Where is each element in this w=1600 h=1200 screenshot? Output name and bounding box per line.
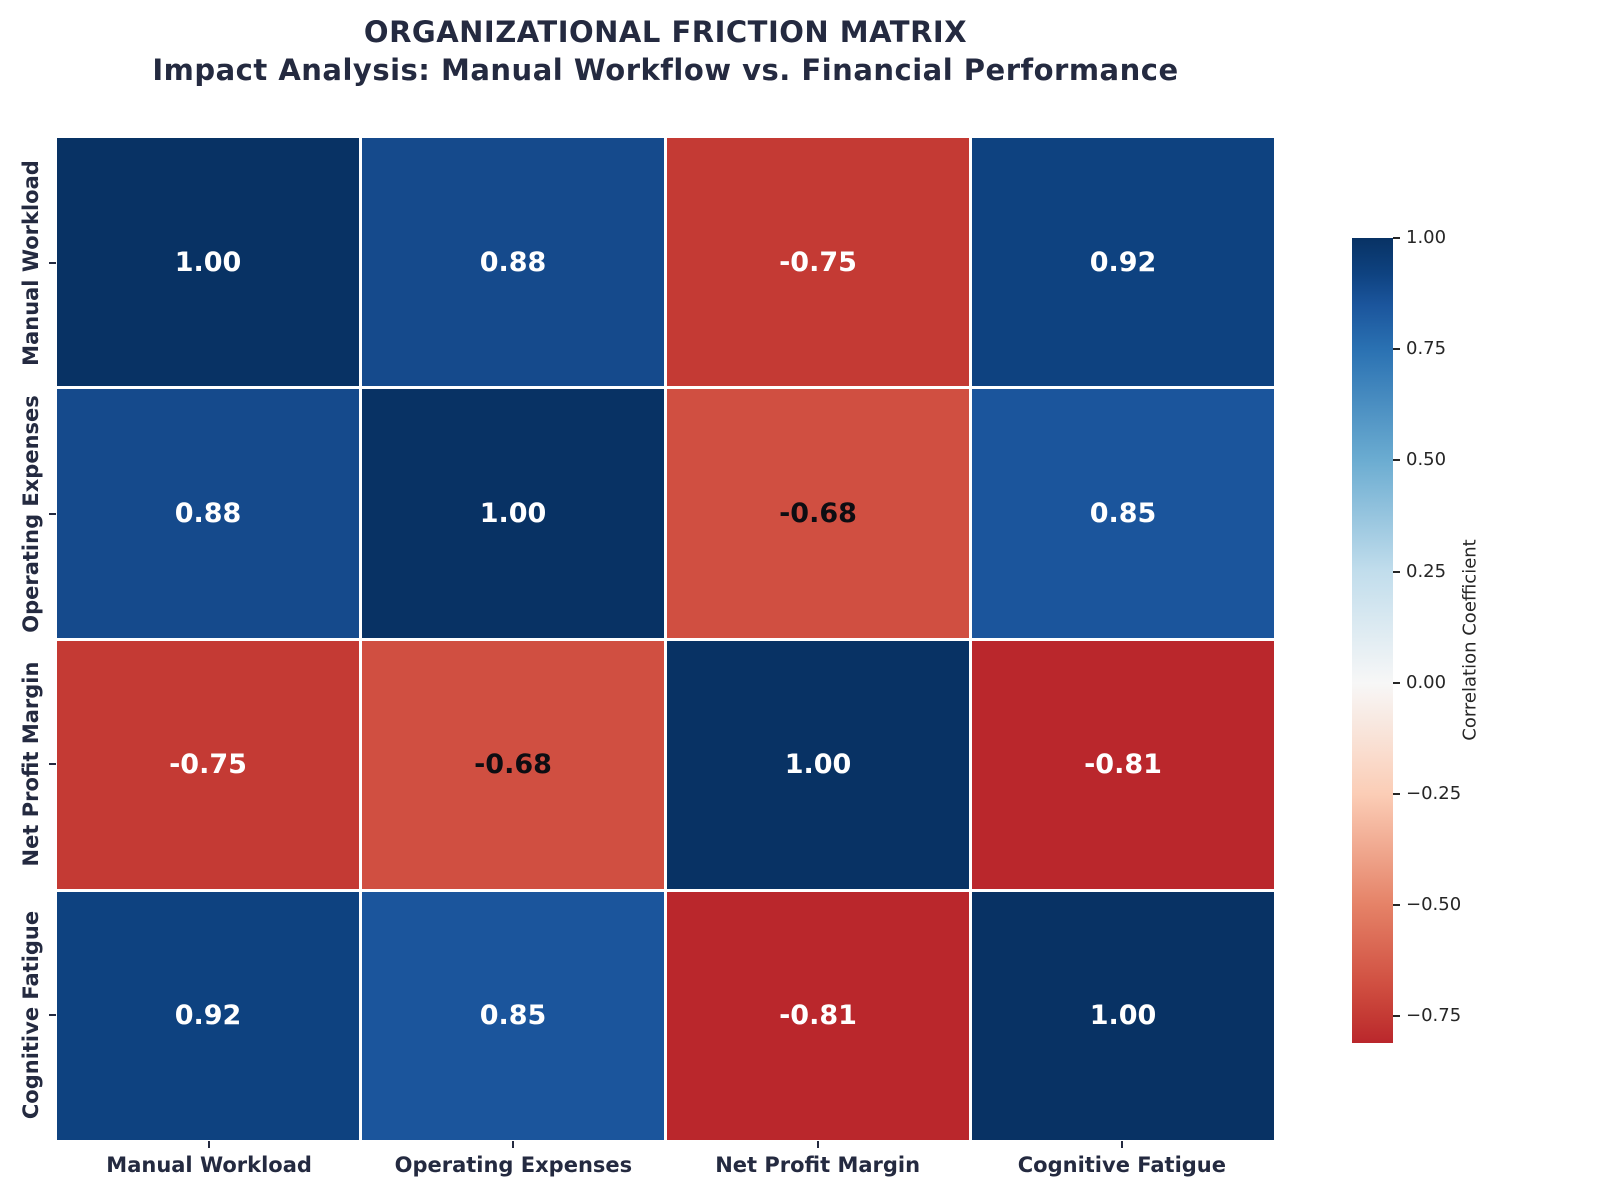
heatmap-cell: 0.85: [362, 891, 664, 1140]
heatmap-cell: 1.00: [667, 640, 969, 889]
x-tick: [512, 1141, 515, 1148]
heatmap-cell: -0.75: [57, 640, 359, 889]
cell-value: 0.92: [1089, 246, 1157, 278]
colorbar-tick: [1393, 904, 1400, 907]
chart-subtitle: Impact Analysis: Manual Workflow vs. Fin…: [152, 53, 1179, 87]
y-axis-label: Manual Workload: [19, 160, 43, 367]
heatmap-cell: 1.00: [362, 389, 664, 638]
cell-value: 0.85: [479, 1000, 547, 1032]
x-tick: [208, 1141, 211, 1148]
colorbar-tick: [1393, 1015, 1400, 1018]
heatmap-cell: 0.88: [362, 138, 664, 387]
colorbar-tick-label: 0.50: [1406, 449, 1447, 471]
colorbar-tick-label: 0.25: [1406, 560, 1447, 582]
heatmap-cell: -0.81: [972, 640, 1274, 889]
colorbar-tick: [1393, 459, 1400, 462]
heatmap-grid: 1.00 0.88 -0.75 0.92 0.88 1.00 -0.68 0.85 -0.75 -…: [57, 138, 1274, 1140]
y-tick: [49, 763, 56, 766]
colorbar-tick-label: −0.25: [1406, 782, 1462, 804]
heatmap-cell: -0.75: [667, 138, 969, 387]
colorbar-tick: [1393, 348, 1400, 351]
heatmap-cell: 0.92: [57, 891, 359, 1140]
chart-title: ORGANIZATIONAL FRICTION MATRIX: [363, 15, 968, 49]
colorbar-tick-label: −0.50: [1406, 894, 1462, 916]
cell-value: 0.88: [174, 497, 242, 529]
y-tick: [49, 1013, 56, 1016]
cell-value: -0.68: [474, 749, 552, 781]
colorbar-tick-label: 1.00: [1406, 227, 1447, 248]
x-axis-label: Manual Workload: [106, 1153, 312, 1177]
heatmap-cell: 1.00: [57, 138, 359, 387]
colorbar-tick: [1393, 237, 1400, 239]
x-axis-label: Net Profit Margin: [715, 1153, 921, 1177]
cell-value: -0.81: [1084, 749, 1162, 781]
colorbar-label: Correlation Coefficient: [1459, 539, 1481, 741]
colorbar-tick: [1393, 681, 1400, 684]
cell-value: -0.81: [779, 1000, 857, 1032]
cell-value: -0.75: [169, 749, 247, 781]
cell-value: -0.68: [779, 497, 857, 529]
cell-value: 1.00: [174, 246, 242, 278]
heatmap-cell: 0.85: [972, 389, 1274, 638]
heatmap-cell: 1.00: [972, 891, 1274, 1140]
x-tick: [816, 1141, 819, 1148]
x-tick: [1120, 1141, 1123, 1148]
heatmap-cell: 0.92: [972, 138, 1274, 387]
colorbar-tick-label: −0.75: [1406, 1005, 1462, 1027]
heatmap-cell: -0.68: [667, 389, 969, 638]
cell-value: 0.92: [174, 1000, 242, 1032]
colorbar: [1352, 238, 1393, 1043]
heatmap-cell: 0.88: [57, 389, 359, 638]
y-axis-label: Net Profit Margin: [19, 661, 43, 867]
colorbar-tick: [1393, 792, 1400, 795]
cell-value: 1.00: [1089, 1000, 1157, 1032]
cell-value: -0.75: [779, 246, 857, 278]
cell-value: 0.85: [1089, 497, 1157, 529]
colorbar-tick-label: 0.00: [1406, 671, 1447, 693]
colorbar-tick: [1393, 570, 1400, 573]
heatmap-cell: -0.81: [667, 891, 969, 1140]
colorbar-tick-label: 0.75: [1406, 338, 1447, 360]
y-tick: [49, 262, 56, 265]
cell-value: 1.00: [479, 497, 547, 529]
title-block: ORGANIZATIONAL FRICTION MATRIX Impact An…: [57, 13, 1274, 89]
x-axis-label: Cognitive Fatigue: [1017, 1153, 1226, 1177]
y-axis-label: Operating Expenses: [19, 394, 43, 633]
x-axis-label: Operating Expenses: [394, 1153, 633, 1177]
y-tick: [49, 512, 56, 515]
heatmap-cell: -0.68: [362, 640, 664, 889]
cell-value: 0.88: [479, 246, 547, 278]
y-axis-label: Cognitive Fatigue: [19, 910, 43, 1119]
cell-value: 1.00: [784, 749, 852, 781]
